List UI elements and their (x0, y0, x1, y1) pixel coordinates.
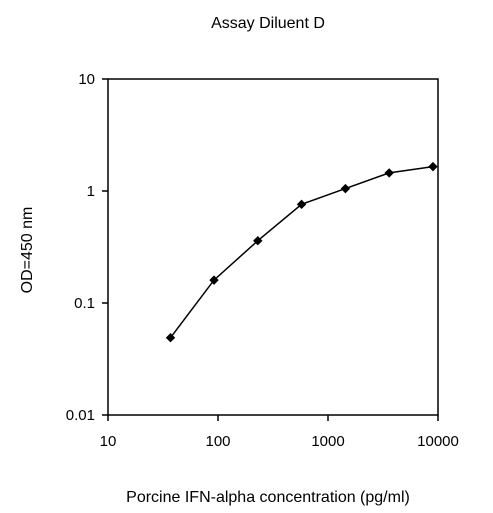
data-point-marker (384, 168, 394, 178)
y-axis-label: OD=450 nm (19, 207, 36, 294)
data-point-marker (296, 199, 307, 210)
y-axis: 0.01 0.1 1 10 (66, 71, 108, 424)
data-point-marker (428, 161, 438, 172)
series-line (169, 165, 434, 339)
x-tick-label: 100 (205, 433, 230, 450)
plot-area-frame (107, 78, 439, 416)
x-axis-label: Porcine IFN-alpha concentration (pg/ml) (126, 489, 410, 506)
x-tick-label: 10 (100, 433, 117, 450)
data-point-marker (340, 183, 351, 194)
x-tick-label: 1000 (311, 433, 344, 450)
data-point-marker (253, 235, 263, 246)
y-tick-label: 10 (78, 71, 95, 88)
data-point-marker (209, 275, 219, 285)
y-tick-label: 0.01 (66, 407, 95, 424)
x-tick-label: 10000 (417, 433, 459, 450)
series-markers (165, 161, 438, 343)
y-tick-label: 1 (87, 183, 95, 200)
data-point-marker (165, 332, 176, 343)
y-tick-label: 0.1 (74, 295, 95, 312)
x-axis: 10 100 1000 10000 (100, 415, 459, 450)
chart-title: Assay Diluent D (211, 15, 325, 32)
